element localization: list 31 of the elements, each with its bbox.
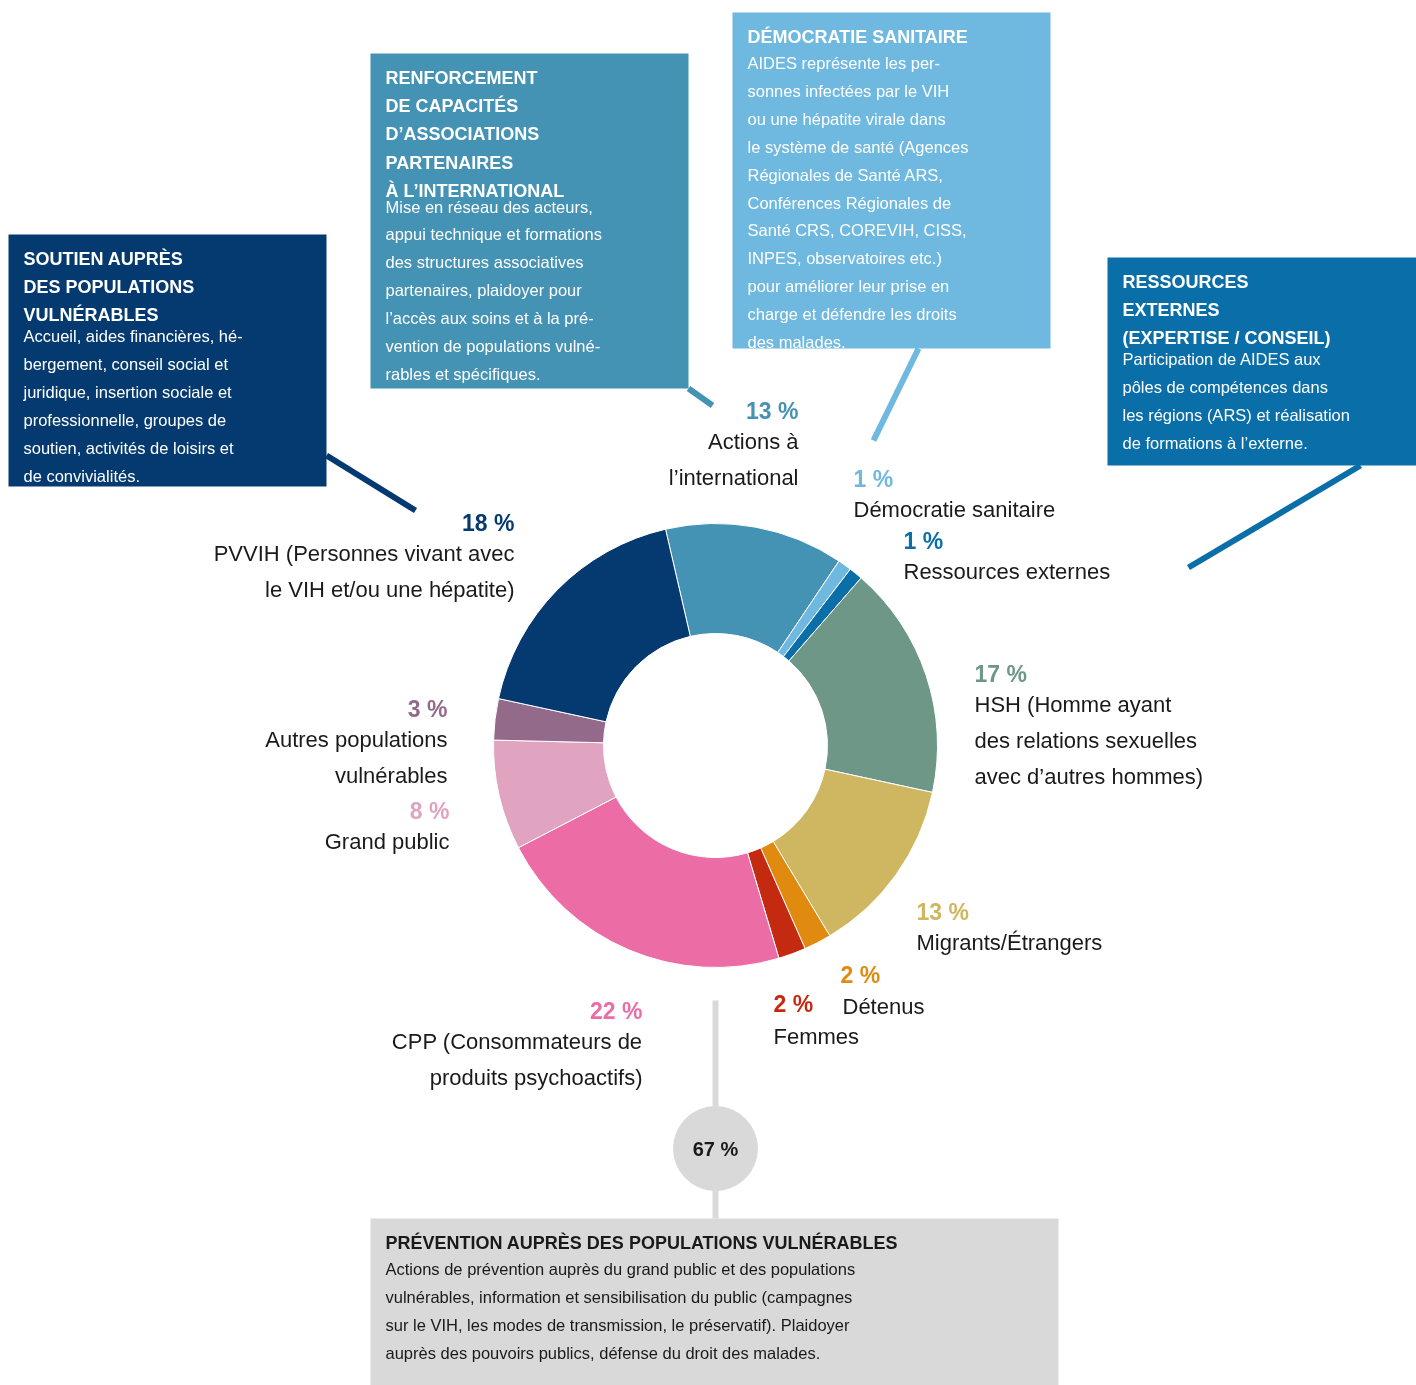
data-label: 13 % [746, 397, 799, 424]
legend-label: Actions à l’international [668, 428, 800, 490]
data-label: 2 % [773, 990, 814, 1017]
text: RESSOURCES EXTERNES (EXPERTISE / CONSEIL) [1122, 271, 1331, 349]
slice-label: HSH (Homme ayant des relations sexuelles avec d’autres hommes) [974, 691, 1204, 789]
slice-label: Ressources externes [903, 558, 1111, 584]
data-label: 2 % [840, 961, 881, 988]
slice-label: Détenus [842, 993, 925, 1019]
data-label: 22 % [590, 997, 643, 1024]
data-label: 1 % [903, 527, 944, 554]
slice-label: Grand public [324, 828, 450, 854]
slice-label: Femmes [773, 1023, 860, 1049]
data-label: 1 % [853, 465, 894, 492]
slice-label: CPP (Consommateurs de produits psychoactifs) [391, 1028, 643, 1090]
slice-label: Migrants/Étrangers [916, 929, 1103, 955]
slice-label: Autres populations vulnérables [265, 726, 448, 788]
text: AIDES représente les per- sonnes infectées par le VIH ou une hépatite virale dans le système de santé (Agences Régionales de Santé ARS, Conférences Régionales de Santé CRS, COREVIH, CISS, INPES, observatoires etc.) pour améliorer leur prise en charge et défendre les droits des malades. [747, 54, 969, 352]
text: DÉMOCRATIE SANITAIRE [747, 25, 968, 47]
text: PRÉVENTION AUPRÈS DES POPULATIONS VULNÉRABLES [385, 1231, 898, 1253]
data-label: 18 % [462, 509, 515, 536]
data-label: 8 % [409, 797, 450, 824]
slice-label: PVVIH (Personnes vivant avec le VIH et/ou une hépatite) [213, 540, 515, 602]
text: SOUTIEN AUPRÈS DES POPULATIONS VULNÉRABLES [23, 247, 195, 326]
text: 67 % [692, 1137, 739, 1160]
text: Actions de prévention auprès du grand public et des populations vulnérables, information et sensibilisation du public (campagnes sur le VIH, les modes de transmission, le préservatif). Plaidoyer auprès des pouvoirs publics, défense du droit des malades. [385, 1260, 856, 1362]
slice-label: Démocratie sanitaire [853, 496, 1056, 522]
text: Accueil, aides financières, hé- bergement, conseil social et juridique, insertion sociale et professionnelle, groupes de soutien, activités de loisirs et de convivialités. [22, 327, 243, 485]
data-label: 17 % [974, 660, 1027, 687]
text: Participation de AIDES aux pôles de compétences dans les régions (ARS) et réalisation de formations à l’externe. [1122, 350, 1350, 452]
data-label: 3 % [407, 695, 448, 722]
data-label: 13 % [916, 898, 969, 925]
